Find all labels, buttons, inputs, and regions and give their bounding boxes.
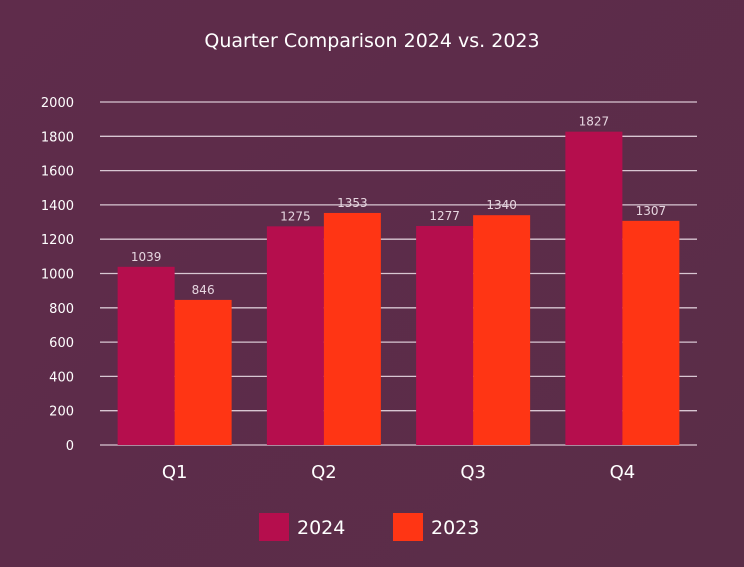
data-label: 1340 <box>486 198 517 212</box>
bar-2023-Q3 <box>473 215 531 445</box>
legend-swatch-2024 <box>259 513 289 541</box>
y-tick-label: 1600 <box>41 165 74 180</box>
data-label: 1307 <box>636 204 667 218</box>
y-tick-label: 1200 <box>41 233 74 248</box>
bar-2023-Q2 <box>323 212 381 445</box>
y-tick-label: 1400 <box>41 199 74 214</box>
x-tick-label: Q4 <box>610 462 636 483</box>
bar-2024-Q1 <box>117 266 175 445</box>
y-tick-label: 200 <box>49 405 74 420</box>
bar-2023-Q4 <box>622 220 680 445</box>
y-tick-label: 2000 <box>41 96 74 111</box>
y-tick-label: 1800 <box>41 130 74 145</box>
bar-2024-Q3 <box>416 225 474 445</box>
data-label: 1353 <box>337 196 368 210</box>
bar-2024-Q4 <box>565 131 623 445</box>
bar-2023-Q1 <box>174 299 232 445</box>
y-tick-label: 0 <box>66 439 74 454</box>
data-label: 1277 <box>429 209 460 223</box>
y-tick-label: 400 <box>49 370 74 385</box>
data-label: 1827 <box>579 115 610 129</box>
data-label: 1275 <box>280 209 311 223</box>
data-label: 1039 <box>131 250 162 264</box>
y-tick-label: 1000 <box>41 268 74 283</box>
chart-title: Quarter Comparison 2024 vs. 2023 <box>204 30 539 52</box>
x-tick-label: Q3 <box>460 462 486 483</box>
data-label: 846 <box>192 283 215 297</box>
y-tick-label: 600 <box>49 336 74 351</box>
legend-label: 2023 <box>431 517 479 539</box>
bar-2024-Q2 <box>266 226 324 445</box>
legend-label: 2024 <box>297 517 345 539</box>
x-tick-label: Q1 <box>162 462 188 483</box>
y-tick-label: 800 <box>49 302 74 317</box>
legend-swatch-2023 <box>393 513 423 541</box>
x-tick-label: Q2 <box>311 462 337 483</box>
